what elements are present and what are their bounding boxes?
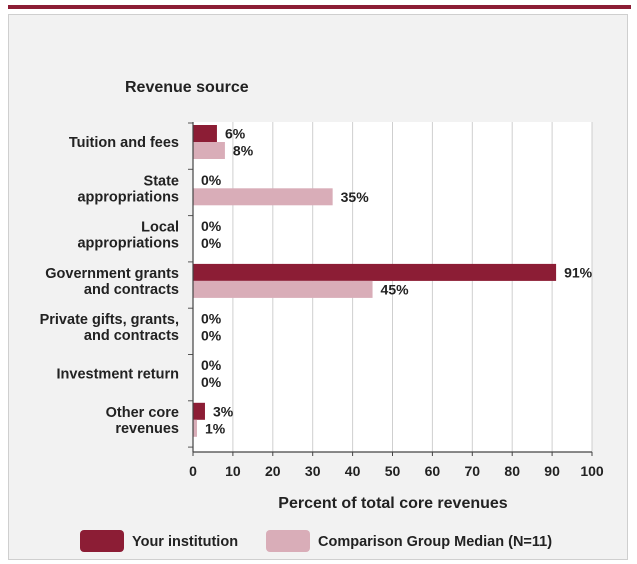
- x-tick-label: 0: [189, 463, 197, 479]
- bar: [193, 280, 373, 298]
- x-tick-label: 60: [425, 463, 441, 479]
- x-tick-label: 30: [305, 463, 321, 479]
- x-tick-label: 70: [465, 463, 481, 479]
- category-label: and contracts: [84, 282, 179, 298]
- value-label: 8%: [233, 143, 254, 159]
- legend: Your institution Comparison Group Median …: [80, 530, 552, 552]
- value-label: 45%: [381, 281, 410, 297]
- bar: [193, 125, 217, 142]
- plot-area: 6%8%Tuition and fees0%35%Stateappropriat…: [40, 122, 604, 479]
- value-label: 3%: [213, 403, 234, 419]
- category-label: and contracts: [84, 328, 179, 344]
- bar: [193, 142, 225, 159]
- bar: [193, 263, 557, 281]
- value-label: 0%: [201, 328, 222, 344]
- x-tick-label: 100: [580, 463, 604, 479]
- value-label: 0%: [201, 235, 222, 251]
- value-label: 35%: [341, 189, 370, 205]
- legend-swatch: [266, 530, 310, 552]
- category-label: Investment return: [57, 367, 179, 383]
- value-label: 0%: [201, 172, 222, 188]
- legend-label: Comparison Group Median (N=11): [318, 534, 552, 550]
- value-label: 0%: [201, 218, 222, 234]
- legend-swatch: [80, 530, 124, 552]
- value-label: 91%: [564, 264, 593, 280]
- top-rule: [8, 5, 631, 9]
- category-label: appropriations: [77, 236, 179, 252]
- x-tick-label: 40: [345, 463, 361, 479]
- x-tick-label: 20: [265, 463, 281, 479]
- x-tick-label: 90: [544, 463, 560, 479]
- category-label: Private gifts, grants,: [40, 312, 179, 328]
- x-tick-label: 50: [385, 463, 401, 479]
- category-label: Local: [141, 220, 179, 236]
- x-axis-title: Percent of total core revenues: [278, 495, 508, 512]
- value-label: 0%: [201, 311, 222, 327]
- bar: [193, 188, 333, 206]
- value-label: 6%: [225, 126, 246, 142]
- x-tick-label: 80: [504, 463, 520, 479]
- category-label: appropriations: [77, 189, 179, 205]
- chart-title: Revenue source: [125, 79, 249, 96]
- category-label: Other core: [106, 405, 179, 421]
- value-label: 0%: [201, 357, 222, 373]
- bar: [193, 402, 205, 420]
- category-label: State: [144, 173, 179, 189]
- legend-label: Your institution: [132, 534, 238, 550]
- bar: [193, 419, 197, 437]
- category-label: Government grants: [45, 266, 179, 282]
- value-label: 0%: [201, 374, 222, 390]
- category-label: revenues: [115, 421, 179, 437]
- x-tick-label: 10: [225, 463, 241, 479]
- value-label: 1%: [205, 420, 226, 436]
- category-label: Tuition and fees: [69, 135, 179, 151]
